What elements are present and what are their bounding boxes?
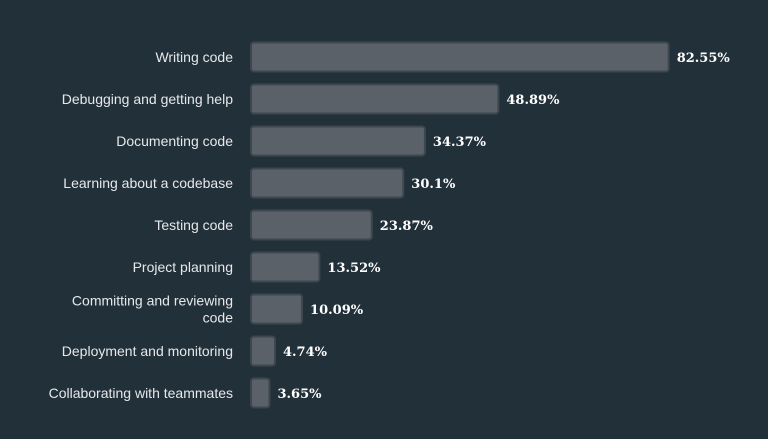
value-label-3: 30.1% bbox=[411, 177, 456, 192]
category-labels-layer: Writing code Debugging and getting help Do… bbox=[49, 49, 234, 401]
category-label-line: Documenting code bbox=[116, 133, 233, 149]
category-label-2: Documenting code bbox=[116, 133, 233, 149]
bar-0 bbox=[250, 41, 670, 73]
category-label-3: Learning about a codebase bbox=[63, 175, 233, 191]
value-labels-layer: 82.55% 48.89% 34.37% 30.1% 23.87% 13.52% 10.09… bbox=[277, 51, 730, 402]
bar-3 bbox=[250, 167, 405, 199]
value-label-2: 34.37% bbox=[433, 135, 487, 150]
value-label-4: 23.87% bbox=[380, 219, 434, 234]
value-label-0: 82.55% bbox=[677, 51, 731, 66]
bars-layer bbox=[250, 41, 670, 409]
category-label-7: Deployment and monitoring bbox=[62, 343, 233, 359]
value-label-7: 4.74% bbox=[283, 345, 328, 360]
value-label-6: 10.09% bbox=[310, 303, 364, 318]
category-label-line: Deployment and monitoring bbox=[62, 343, 233, 359]
category-label-line: code bbox=[203, 310, 234, 326]
category-label-line: Testing code bbox=[154, 217, 233, 233]
bar-7 bbox=[250, 335, 276, 367]
category-label-line: Project planning bbox=[133, 259, 233, 275]
category-label-8: Collaborating with teammates bbox=[49, 385, 233, 401]
bar-6 bbox=[250, 293, 304, 325]
bar-2 bbox=[250, 125, 426, 157]
category-label-line: Writing code bbox=[155, 49, 233, 65]
category-label-5: Project planning bbox=[133, 259, 233, 275]
category-label-1: Debugging and getting help bbox=[62, 91, 233, 107]
category-label-4: Testing code bbox=[154, 217, 233, 233]
value-label-8: 3.65% bbox=[277, 387, 322, 402]
bar-4 bbox=[250, 209, 373, 241]
category-label-line: Collaborating with teammates bbox=[49, 385, 233, 401]
category-label-line: Learning about a codebase bbox=[63, 175, 233, 191]
bar-5 bbox=[250, 251, 321, 283]
bar-8 bbox=[250, 377, 271, 409]
category-label-line: Debugging and getting help bbox=[62, 91, 233, 107]
value-label-1: 48.89% bbox=[506, 93, 560, 108]
bar-1 bbox=[250, 83, 500, 115]
category-label-0: Writing code bbox=[155, 49, 233, 65]
category-label-line: Committing and reviewing bbox=[72, 293, 233, 309]
category-label-6: Committing and reviewing code bbox=[72, 293, 233, 326]
value-label-5: 13.52% bbox=[327, 261, 381, 276]
